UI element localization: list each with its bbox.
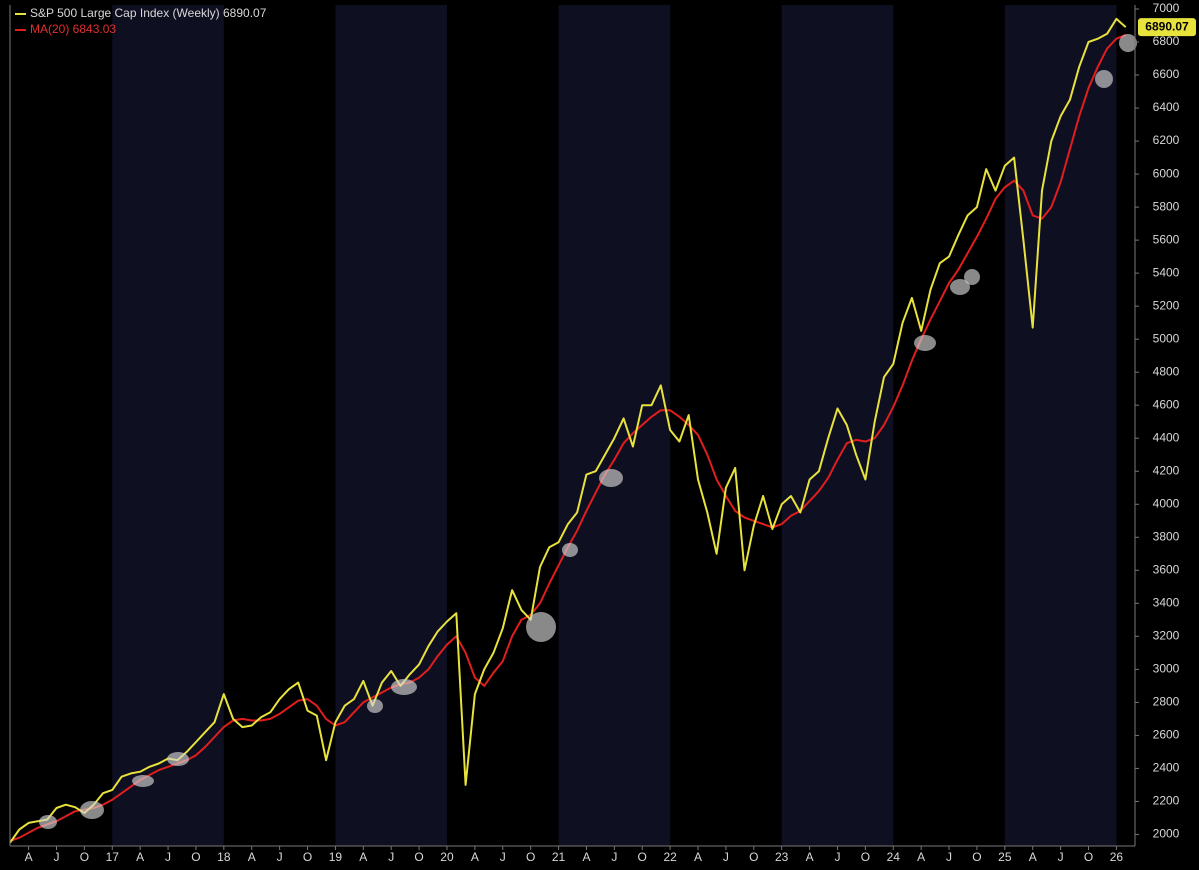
price-tag xyxy=(1138,18,1196,37)
y-tick-label: 6400 xyxy=(1153,100,1180,114)
highlight xyxy=(132,775,154,787)
highlight xyxy=(526,612,556,642)
x-tick-label: J xyxy=(53,850,59,864)
y-tick-label: 2200 xyxy=(1153,794,1180,808)
y-tick-label: 4800 xyxy=(1153,364,1180,378)
y-tick-label: 3000 xyxy=(1153,662,1180,676)
highlight xyxy=(964,269,980,285)
y-tick-label: 5200 xyxy=(1153,298,1180,312)
highlight xyxy=(599,469,623,487)
year-band xyxy=(558,5,671,846)
highlight xyxy=(39,815,57,829)
highlight xyxy=(1119,34,1137,52)
x-tick-label: J xyxy=(834,850,840,864)
y-tick-label: 3600 xyxy=(1153,562,1180,576)
highlight xyxy=(80,801,104,819)
highlight xyxy=(914,335,936,351)
x-tick-label: O xyxy=(1084,850,1093,864)
y-tick-label: 6800 xyxy=(1153,34,1180,48)
y-tick-label: 4400 xyxy=(1153,430,1180,444)
highlight xyxy=(367,699,383,713)
y-tick-label: 2800 xyxy=(1153,695,1180,709)
x-tick-label: O xyxy=(80,850,89,864)
x-tick-label: 21 xyxy=(552,850,566,864)
y-tick-label: 5600 xyxy=(1153,232,1180,246)
highlight xyxy=(1095,70,1113,88)
highlight xyxy=(562,543,578,557)
year-band xyxy=(112,5,224,846)
x-tick-label: O xyxy=(861,850,870,864)
x-tick-label: 22 xyxy=(663,850,677,864)
x-tick-label: O xyxy=(303,850,312,864)
x-tick-label: 24 xyxy=(887,850,901,864)
x-tick-label: O xyxy=(191,850,200,864)
x-tick-label: A xyxy=(359,850,367,864)
y-tick-label: 3200 xyxy=(1153,629,1180,643)
x-tick-label: 25 xyxy=(998,850,1012,864)
y-tick-label: 2600 xyxy=(1153,728,1180,742)
x-tick-label: O xyxy=(749,850,758,864)
x-tick-label: J xyxy=(1058,850,1064,864)
y-tick-label: 7000 xyxy=(1153,1,1180,15)
x-tick-label: 18 xyxy=(217,850,231,864)
y-tick-label: 5000 xyxy=(1153,331,1180,345)
legend-label: S&P 500 Large Cap Index (Weekly) 6890.07 xyxy=(30,6,267,20)
x-tick-label: 23 xyxy=(775,850,789,864)
y-tick-label: 5400 xyxy=(1153,265,1180,279)
x-tick-label: J xyxy=(388,850,394,864)
x-tick-label: 26 xyxy=(1110,850,1124,864)
series-line xyxy=(9,17,1127,844)
highlight xyxy=(950,279,970,295)
x-tick-label: J xyxy=(723,850,729,864)
y-tick-label: 5800 xyxy=(1153,199,1180,213)
x-tick-label: A xyxy=(917,850,925,864)
x-tick-label: 19 xyxy=(329,850,343,864)
x-tick-label: O xyxy=(414,850,423,864)
x-tick-label: O xyxy=(972,850,981,864)
x-tick-label: A xyxy=(25,850,33,864)
x-tick-label: J xyxy=(277,850,283,864)
price-tag-label: 6890.07 xyxy=(1145,19,1189,33)
y-tick-label: 2400 xyxy=(1153,761,1180,775)
x-tick-label: A xyxy=(471,850,479,864)
y-tick-label: 6600 xyxy=(1153,67,1180,81)
x-tick-label: A xyxy=(694,850,702,864)
year-band xyxy=(335,5,447,846)
x-tick-label: O xyxy=(638,850,647,864)
highlight xyxy=(167,752,189,766)
y-tick-label: 6000 xyxy=(1153,166,1180,180)
x-tick-label: J xyxy=(611,850,617,864)
legend: S&P 500 Large Cap Index (Weekly) 6890.07… xyxy=(15,6,267,36)
x-tick-label: A xyxy=(248,850,256,864)
y-tick-label: 4600 xyxy=(1153,397,1180,411)
x-tick-label: A xyxy=(1029,850,1037,864)
x-tick-label: 20 xyxy=(440,850,454,864)
legend-label: MA(20) 6843.03 xyxy=(30,22,116,36)
y-tick-label: 4000 xyxy=(1153,496,1180,510)
x-tick-label: J xyxy=(165,850,171,864)
year-bands xyxy=(112,5,1117,846)
x-tick-label: J xyxy=(500,850,506,864)
y-tick-label: 3400 xyxy=(1153,595,1180,609)
y-tick-label: 3800 xyxy=(1153,529,1180,543)
highlight xyxy=(391,679,417,695)
x-tick-label: A xyxy=(806,850,814,864)
y-tick-label: 2000 xyxy=(1153,827,1180,841)
y-tick-label: 4200 xyxy=(1153,463,1180,477)
x-tick-label: J xyxy=(946,850,952,864)
x-tick-label: A xyxy=(582,850,590,864)
year-band xyxy=(1004,5,1117,846)
x-tick-label: A xyxy=(136,850,144,864)
x-tick-label: 17 xyxy=(106,850,120,864)
x-tick-label: O xyxy=(526,850,535,864)
y-tick-label: 6200 xyxy=(1153,133,1180,147)
year-band xyxy=(781,5,894,846)
touch-highlights xyxy=(39,34,1137,829)
